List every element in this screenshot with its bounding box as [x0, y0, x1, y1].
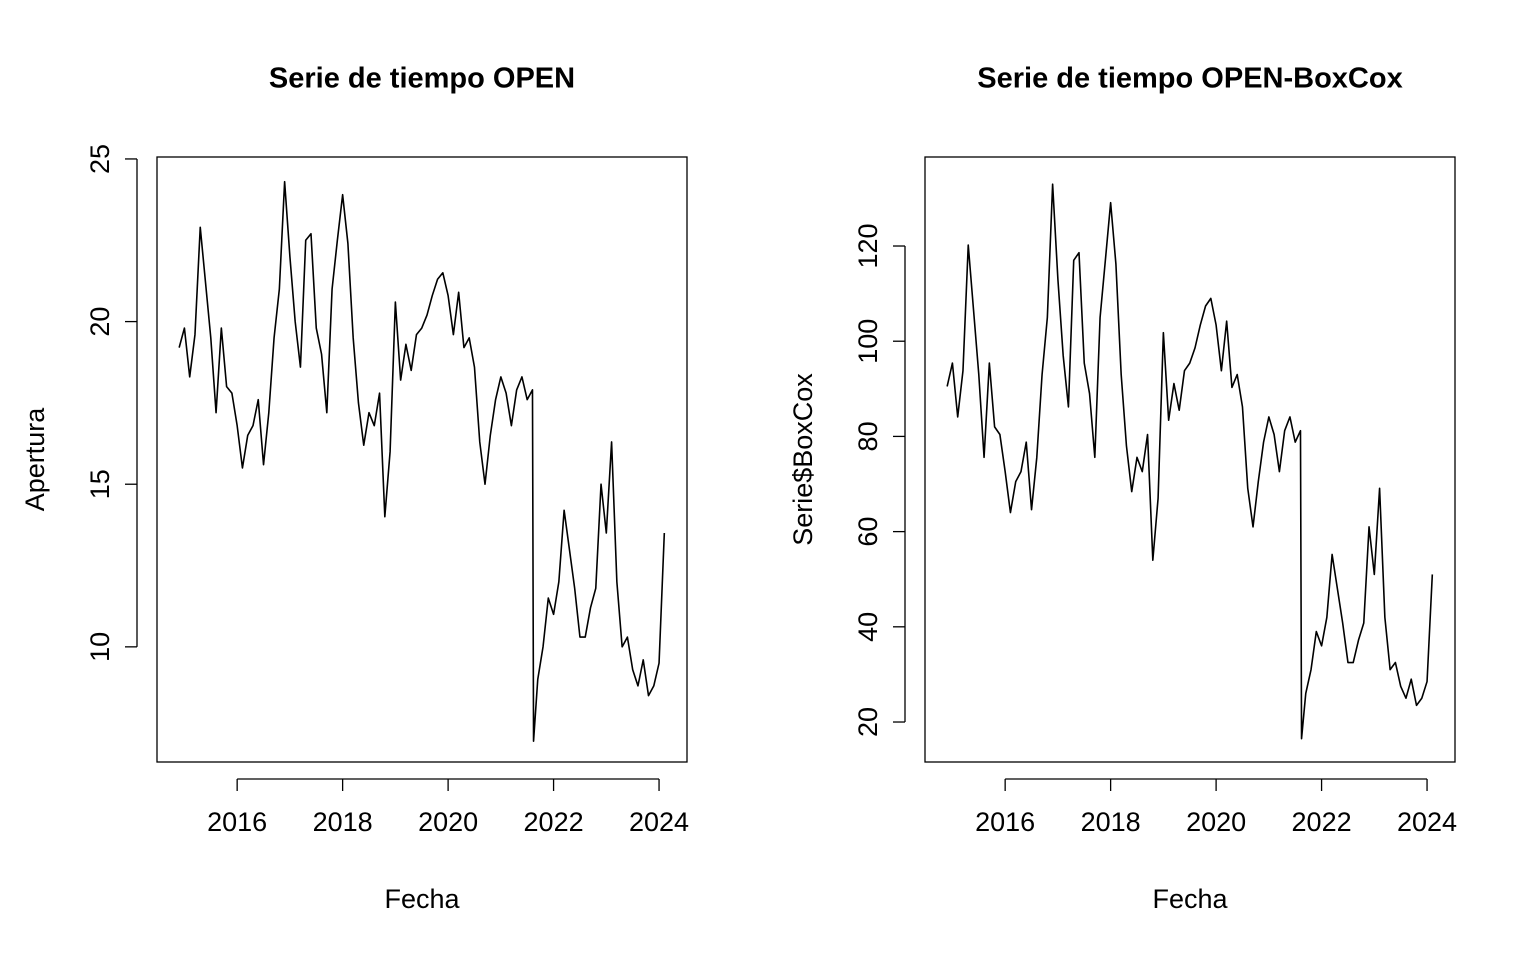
y-tick-label: 20 [85, 307, 115, 337]
plot-frame [156, 156, 688, 763]
y-tick-label: 120 [853, 223, 883, 268]
plot-frame [924, 156, 1456, 763]
data-line [178, 180, 666, 742]
x-tick-label: 2018 [313, 807, 373, 837]
x-tick-label: 2024 [629, 807, 689, 837]
y-tick-label: 25 [85, 144, 115, 174]
y-axis-label: Serie$BoxCox [788, 373, 818, 546]
x-tick-label: 2016 [975, 807, 1035, 837]
chart-title: Serie de tiempo OPEN [269, 63, 575, 95]
y-tick-label: 10 [85, 632, 115, 662]
x-tick-label: 2020 [418, 807, 478, 837]
y-tick-label: 40 [853, 612, 883, 642]
x-axis-label: Fecha [384, 884, 460, 914]
x-tick-label: 2018 [1081, 807, 1141, 837]
data-line [946, 183, 1434, 740]
y-tick-label: 80 [853, 421, 883, 451]
x-tick-label: 2020 [1186, 807, 1246, 837]
chart-title: Serie de tiempo OPEN-BoxCox [977, 63, 1402, 95]
y-tick-label: 60 [853, 517, 883, 547]
y-tick-label: 100 [853, 319, 883, 364]
x-axis-label: Fecha [1152, 884, 1228, 914]
x-tick-label: 2024 [1397, 807, 1457, 837]
x-tick-label: 2022 [1292, 807, 1352, 837]
x-tick-label: 2022 [524, 807, 584, 837]
y-axis-label: Apertura [20, 407, 50, 512]
x-tick-label: 2016 [207, 807, 267, 837]
y-tick-label: 20 [853, 707, 883, 737]
y-tick-label: 15 [85, 469, 115, 499]
